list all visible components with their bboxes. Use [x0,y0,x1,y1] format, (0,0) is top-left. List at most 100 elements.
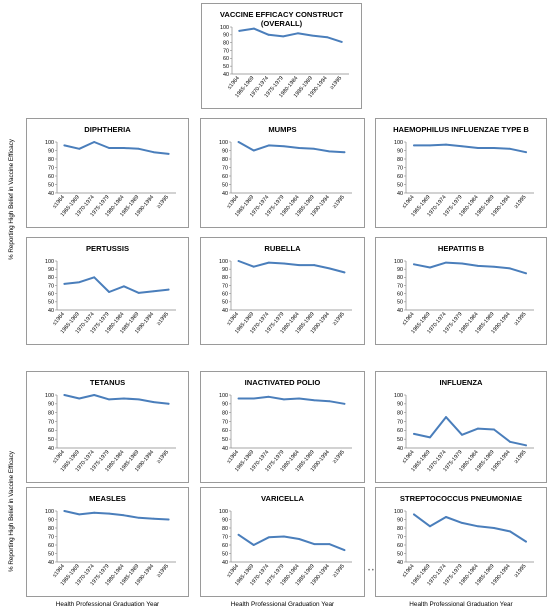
data-point [298,538,300,540]
y-tick-label: 40 [48,191,54,197]
chart-panel-pneumo: 40 50 60 70 80 90 100 ≤1964 1965-1969 1970-1974 19… [375,487,547,597]
y-tick-label: 80 [397,411,403,417]
y-tick-label: 60 [397,174,403,180]
chart-title: MUMPS [268,125,297,134]
data-point [108,398,110,401]
y-tick-label: 100 [394,140,403,146]
y-tick-label: 90 [48,148,54,154]
data-point [167,288,170,291]
data-point [461,522,463,524]
series-line [413,143,527,154]
series-line [63,141,170,155]
chart-title: VARICELLA [261,494,304,503]
chart-title: RUBELLA [264,244,301,253]
data-point [445,143,447,146]
y-tick-label: 90 [222,517,228,523]
y-tick-label: 70 [48,165,54,171]
data-point [237,141,240,143]
y-tick-label: 40 [397,560,403,566]
y-tick-label: 90 [397,148,403,154]
y-tick-label: 80 [222,157,228,163]
chart-svg: 405060708090100≤19641965-19691970-197419… [45,509,176,587]
x-axis-label-right: Health Professional Graduation Year [409,601,513,608]
data-point [283,398,285,401]
data-point [509,440,511,443]
data-point [493,265,495,268]
y-tick-label: 50 [48,437,54,443]
data-point [252,149,255,152]
y-tick-label: 90 [48,267,54,273]
y-tick-label: 80 [48,275,54,281]
data-point [152,517,155,520]
data-point [311,34,314,37]
chart-title: DIPHTHERIA [84,125,131,134]
y-tick-label: 50 [48,551,54,557]
chart-title: HAEMOPHILUS INFLUENZAE TYPE B [393,125,529,134]
chart-svg: 405060708090100≤19641965-19691970-197419… [219,393,352,473]
data-point [78,513,81,516]
stray-marks: • • [368,568,374,574]
series-line [237,141,346,154]
y-tick-label: 40 [48,308,54,314]
x-tick-label: ≤1964 [226,563,240,578]
data-point [108,147,110,149]
y-tick-label: 100 [394,509,403,515]
y-tick-label: 90 [397,402,403,408]
data-point [313,543,316,546]
y-tick-label: 40 [223,72,229,78]
series-line [413,513,527,543]
y-tick-label: 50 [397,551,403,557]
y-tick-label: 100 [45,393,54,399]
data-point [429,436,431,439]
x-tick-label: ≥1995 [513,194,527,209]
x-tick-label: ≥1995 [513,449,527,464]
data-point [152,290,155,293]
y-tick-label: 80 [222,275,228,281]
data-point [493,147,495,149]
chart-svg: 405060708090100≤19641965-19691970-197419… [45,140,176,218]
data-point [63,394,66,396]
data-point [326,36,328,39]
data-point [267,261,270,264]
x-tick-label: ≤1964 [226,311,240,326]
data-point [93,394,96,396]
y-tick-label: 90 [397,517,403,523]
data-point [525,151,527,154]
data-point [283,262,285,265]
y-tick-label: 60 [222,543,228,549]
y-tick-label: 90 [222,402,228,408]
data-point [509,267,511,270]
chart-svg: 405060708090100≤19641965-19691970-197419… [394,509,534,587]
chart-panel-mumps: 40 50 60 70 80 90 100 ≤1964 1965-1969 1970-1974 19… [200,118,365,228]
data-point [137,516,140,519]
data-point [123,147,125,149]
x-tick-label: ≥1995 [513,563,527,578]
y-tick-label: 50 [223,64,229,70]
x-tick-label: ≤1964 [226,449,240,464]
chart-svg: 405060708090100≤19641965-19691970-197419… [219,259,352,335]
data-point [313,147,316,150]
x-tick-label: ≥1995 [332,311,346,326]
y-tick-label: 40 [397,308,403,314]
y-tick-label: 60 [48,292,54,298]
y-tick-label: 70 [222,419,228,425]
y-tick-label: 50 [222,182,228,188]
data-point [340,40,343,43]
y-tick-label: 70 [222,165,228,171]
chart-title: TETANUS [89,378,126,387]
chart-svg: 405060708090100≤19641965-19691970-197419… [394,140,534,218]
y-tick-label: 90 [223,33,229,39]
chart-title: HEPATITIS B [437,244,485,253]
y-tick-label: 60 [48,543,54,549]
data-point [237,533,240,536]
series-line [238,27,343,43]
data-point [461,262,463,265]
data-point [78,147,81,150]
y-tick-label: 70 [48,283,54,289]
y-tick-label: 50 [397,437,403,443]
y-tick-label: 50 [48,182,54,188]
data-point [282,35,285,38]
data-point [445,416,447,418]
data-point [253,27,255,30]
y-tick-label: 80 [48,526,54,532]
